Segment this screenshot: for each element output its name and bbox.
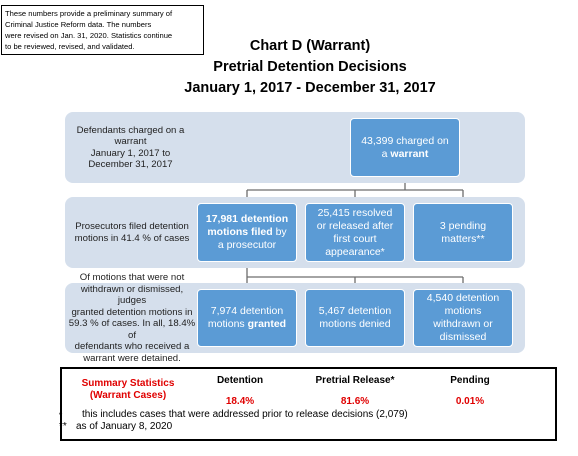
label-line: defendants who received a	[74, 341, 190, 352]
node-text: 25,415 resolved or released after first …	[312, 207, 398, 259]
label-line: warrant	[114, 136, 147, 147]
row-label: Prosecutors filed detention motions in 41…	[68, 197, 196, 268]
row-label: Of motions that were not withdrawn or dis…	[68, 272, 196, 364]
node-text-part: by a prosecutor	[217, 226, 287, 251]
node-text-part: 4,540 detention motions withdrawn or dis…	[426, 292, 500, 343]
node-text-part: 43,399 charged on a	[361, 134, 449, 160]
node-text-part: granted	[247, 318, 287, 330]
node-text-part: 7,974 detention motions	[207, 305, 284, 330]
title-line: January 1, 2017 - December 31, 2017	[184, 80, 436, 96]
column-value: 0.01%	[455, 396, 485, 407]
label-line: withdrawn or dismissed, judges	[80, 283, 184, 307]
node-box: 5,467 detention motions denied	[305, 289, 405, 347]
note-line: were revised on Jan. 31, 2020. Statistic…	[5, 31, 173, 40]
node-box: 43,399 charged on a warrant	[350, 118, 460, 177]
title-line: Chart D (Warrant)	[249, 38, 371, 54]
title-line: Pretrial Detention Decisions	[213, 59, 407, 75]
label-line: January 1, 2017 to	[90, 147, 171, 159]
node-text: 17,981 detention motions filed by a pros…	[204, 213, 290, 252]
node-text-part: 3 pending matters**	[439, 219, 487, 245]
footnote-text: as of January 8, 2020	[76, 421, 173, 432]
footnote-marker: •	[59, 409, 63, 420]
node-text: 7,974 detention motions granted	[204, 305, 290, 331]
column-value: 18.4%	[225, 396, 255, 407]
label-line: granted detention motions in	[71, 306, 193, 318]
label-line: 59.3 % of cases. In all, 18.4% of	[68, 318, 196, 341]
note-line: These numbers provide a preliminary summ…	[5, 9, 173, 18]
summary-title-line: (Warrant Cases)	[89, 390, 167, 401]
column-header: Pretrial Release*	[315, 375, 395, 386]
label-line: warrant were detained.	[83, 352, 181, 364]
node-box: 7,974 detention motions granted	[197, 289, 297, 347]
node-text: 43,399 charged on a warrant	[357, 135, 453, 161]
summary-box: Summary Statistics (Warrant Cases) Detenti…	[59, 367, 557, 441]
node-text: 4,540 detention motions withdrawn or dis…	[420, 292, 506, 344]
node-box: 17,981 detention motions filed by a pros…	[197, 203, 297, 262]
column-value: 81.6%	[340, 396, 370, 407]
node-text-part: warrant	[390, 147, 429, 160]
node-text: 3 pending matters**	[420, 220, 506, 246]
node-text: 5,467 detention motions denied	[312, 305, 398, 331]
note-box: These numbers provide a preliminary summ…	[1, 5, 204, 55]
node-box: 3 pending matters**	[413, 203, 513, 262]
column-header: Detention	[216, 375, 264, 386]
label-line: Of motions that were not	[79, 272, 185, 283]
footnote-text: this includes cases that were addressed …	[82, 409, 408, 420]
note-line: Criminal Justice Reform data. The number…	[5, 20, 152, 29]
label-line: Defendants charged on a	[76, 124, 185, 136]
node-text-part: 5,467 detention motions denied	[318, 305, 392, 330]
node-box: 4,540 detention motions withdrawn or dis…	[413, 289, 513, 347]
summary-title: Summary Statistics (Warrant Cases)	[74, 378, 182, 402]
label-line: December 31, 2017	[88, 159, 173, 170]
summary-title-line: Summary Statistics	[81, 378, 175, 389]
label-line: motions in 41.4 % of cases	[74, 232, 190, 244]
column-header: Pending	[450, 375, 490, 386]
node-text-part: 17,981 detention motions filed	[205, 213, 289, 238]
row-label: Defendants charged on a warrant January 1,…	[68, 112, 193, 183]
node-box: 25,415 resolved or released after first …	[305, 203, 405, 262]
label-line: Prosecutors filed detention	[75, 221, 189, 232]
title: Chart D (Warrant) Pretrial Detention Deci…	[150, 36, 470, 99]
footnote-marker: **	[59, 421, 67, 432]
note-line: to be reviewed, revised, and validated.	[5, 42, 135, 51]
node-text-part: 25,415 resolved or released after first …	[316, 206, 394, 258]
